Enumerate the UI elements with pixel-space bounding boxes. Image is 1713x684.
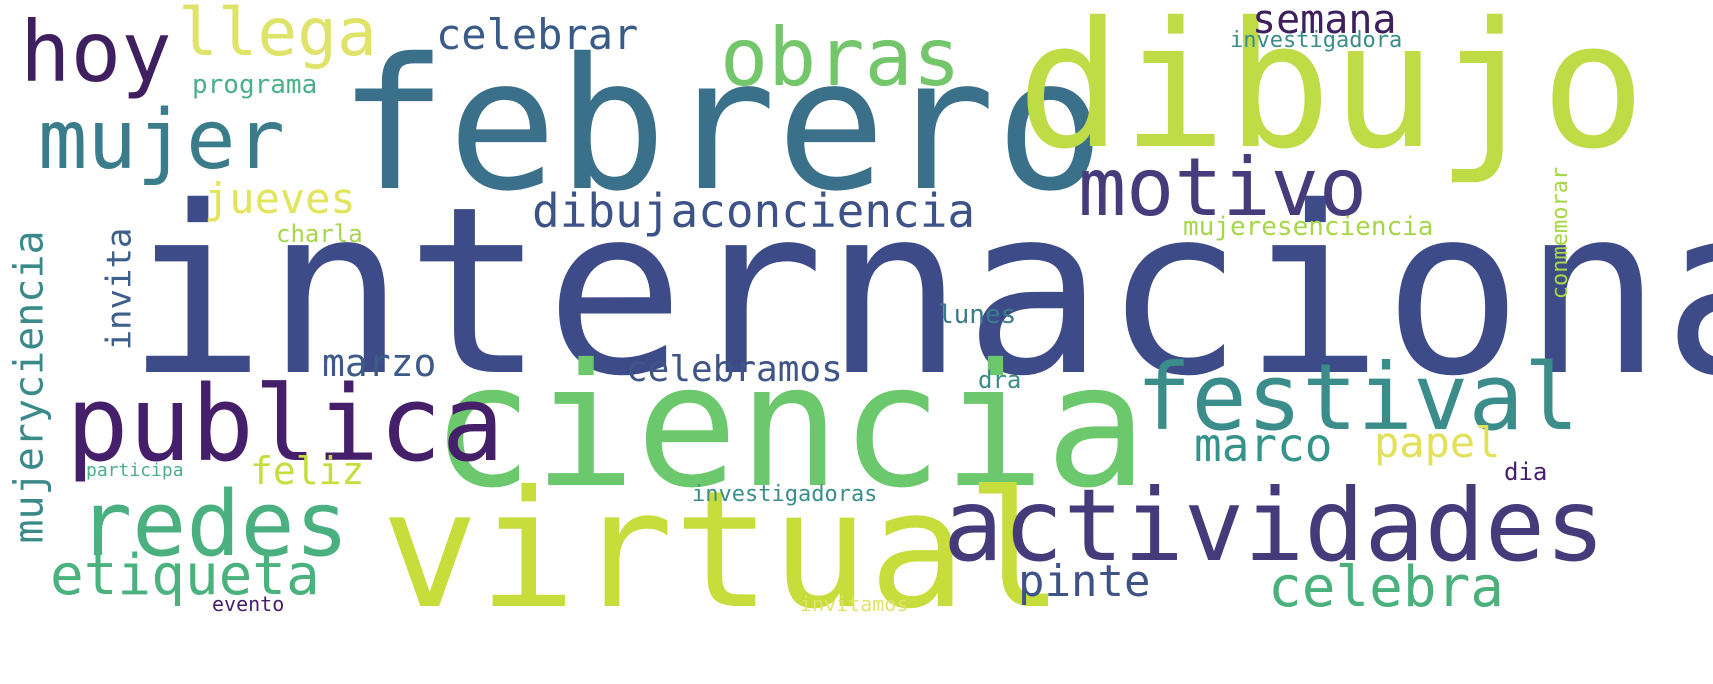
word-dia: dia <box>1504 458 1548 486</box>
word-celebrar: celebrar <box>436 10 639 59</box>
word-ciencia: ciencia <box>431 328 1148 526</box>
word-feliz: feliz <box>250 449 365 493</box>
word-dra: dra <box>978 366 1022 394</box>
word-jueves: jueves <box>204 174 356 223</box>
word-papel: papel <box>1374 418 1501 467</box>
word-marzo: marzo <box>322 341 437 385</box>
word-etiqueta: etiqueta <box>50 543 320 608</box>
word-lunes: lunes <box>938 300 1017 330</box>
word-invitamos: invitamos <box>800 592 909 616</box>
word-pinte: pinte <box>1018 556 1151 607</box>
word-invita: invita <box>99 227 140 351</box>
word-dibujaconciencia: dibujaconciencia <box>532 184 976 238</box>
word-mujeryciencia: mujeryciencia <box>6 230 53 544</box>
word-motivo: motivo <box>1078 141 1367 234</box>
word-llega: llega <box>178 0 377 71</box>
word-febrero: febrero <box>338 19 1106 231</box>
word-virtual: virtual <box>381 457 1064 645</box>
word-mujeresenciencia: mujeresenciencia <box>1183 212 1434 242</box>
word-hoy: hoy <box>20 3 172 101</box>
word-dibujo: dibujo <box>1017 0 1646 188</box>
word-programa: programa <box>192 70 318 100</box>
word-celebra: celebra <box>1268 555 1505 620</box>
word-participa: participa <box>86 460 184 481</box>
word-redes: redes <box>78 472 349 577</box>
word-celebramos: celebramos <box>626 349 843 390</box>
word-evento: evento <box>212 592 285 616</box>
word-festival: festival <box>1136 344 1580 451</box>
word-charla: charla <box>276 220 363 248</box>
word-semana: semana <box>1252 0 1397 43</box>
word-conmemorar: conmemorar <box>1548 166 1574 300</box>
word-internacional: internacional <box>126 157 1713 427</box>
word-marco: marco <box>1194 418 1333 472</box>
word-publica: publica <box>66 363 505 485</box>
word-mujer: mujer <box>38 93 285 188</box>
word-obras: obras <box>720 11 961 104</box>
word-actividades: actividades <box>943 467 1606 584</box>
word-investigadoras: investigadoras <box>692 482 878 507</box>
word-investigadora: investigadora <box>1230 28 1403 53</box>
